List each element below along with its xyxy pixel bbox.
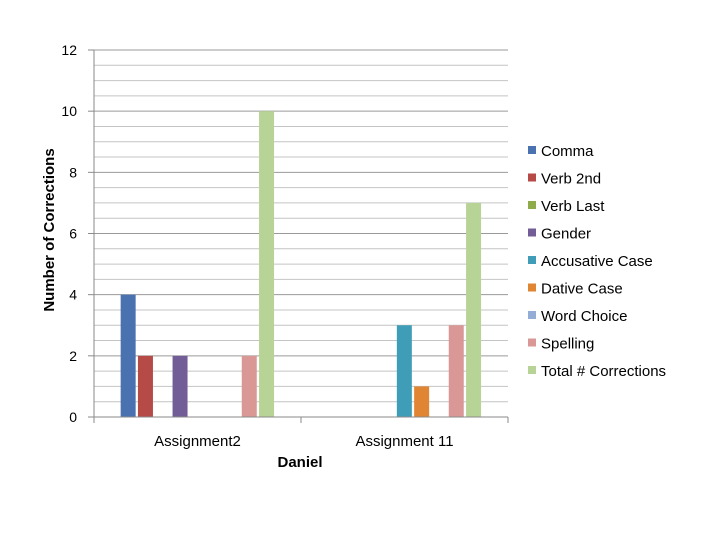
bar: [466, 202, 482, 417]
legend-swatch: [528, 311, 536, 319]
bar: [448, 325, 464, 417]
axes: [93, 50, 509, 423]
y-tick-label: 12: [61, 42, 77, 58]
category-label: Assignment2: [154, 433, 241, 450]
y-tick-labels: 0 2 4 6 8 10 12: [61, 42, 94, 425]
bar: [120, 294, 136, 417]
y-tick-label: 2: [69, 348, 77, 364]
bar: [259, 111, 275, 418]
bar: [172, 355, 188, 417]
bar: [396, 325, 412, 417]
legend-swatch: [528, 228, 536, 237]
legend-label: Word Choice: [541, 308, 627, 325]
x-axis-label: Daniel: [277, 454, 322, 471]
category-labels: Assignment2 Assignment 11: [154, 433, 453, 450]
y-axis-label: Number of Corrections: [41, 148, 58, 311]
bar: [414, 386, 430, 417]
y-tick-label: 6: [69, 226, 77, 242]
legend-swatch: [528, 173, 536, 182]
legend-label: Comma: [541, 143, 594, 160]
legend-swatch: [528, 283, 536, 292]
y-tick-label: 10: [61, 103, 77, 119]
legend-label: Spelling: [541, 336, 594, 353]
y-tick-label: 8: [69, 164, 77, 180]
legend-label: Verb Last: [541, 198, 605, 215]
legend-swatch: [528, 256, 536, 264]
legend: Comma Verb 2nd Verb Last Gender Accusative C…: [528, 143, 666, 380]
legend-swatch: [528, 338, 536, 347]
legend-label: Total # Corrections: [541, 363, 666, 380]
category-label: Assignment 11: [355, 433, 453, 450]
legend-label: Dative Case: [541, 281, 623, 298]
bar: [137, 355, 153, 417]
bar: [241, 355, 257, 417]
legend-label: Gender: [541, 226, 591, 243]
legend-label: Verb 2nd: [541, 171, 601, 188]
legend-label: Accusative Case: [541, 253, 653, 270]
legend-swatch: [528, 201, 536, 209]
y-tick-label: 4: [69, 287, 77, 303]
gridlines: [94, 49, 508, 418]
y-tick-label: 0: [69, 409, 77, 425]
legend-swatch: [528, 146, 536, 154]
bars: [120, 111, 482, 418]
legend-swatch: [528, 366, 536, 374]
